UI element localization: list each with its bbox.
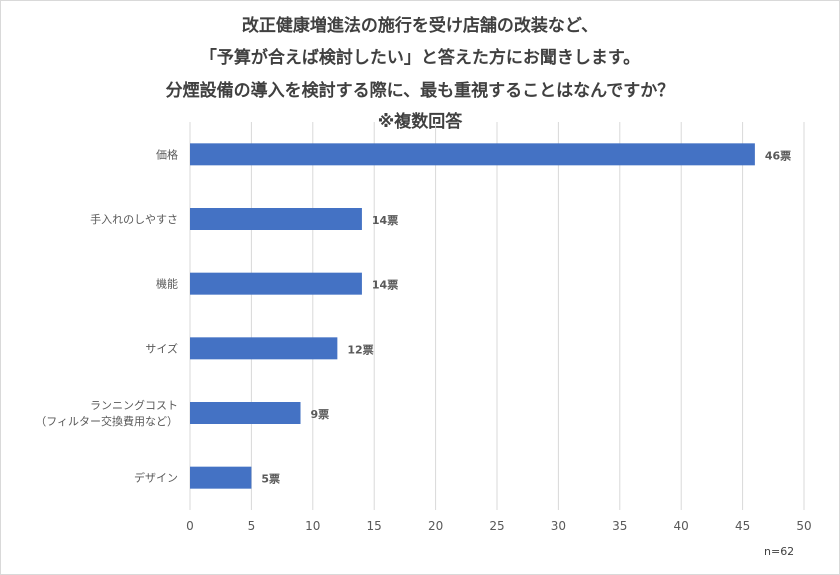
chart-title-line-4: ※複数回答 bbox=[377, 112, 463, 132]
category-label: 手入れのしやすさ bbox=[90, 212, 178, 226]
data-label: 14票 bbox=[372, 214, 398, 227]
data-label: 14票 bbox=[372, 279, 398, 292]
x-tick-label: 10 bbox=[305, 519, 320, 533]
chart-title-line-2: 「予算が合えば検討したい」と答えた方にお聞きします。 bbox=[199, 48, 641, 68]
bar bbox=[190, 337, 338, 360]
bar bbox=[190, 402, 301, 424]
category-label: （フィルター交換費用など） bbox=[35, 414, 178, 428]
x-tick-label: 30 bbox=[551, 519, 566, 533]
category-label: デザイン bbox=[134, 471, 178, 485]
data-label: 46票 bbox=[765, 149, 791, 162]
category-label: サイズ bbox=[145, 341, 178, 355]
bar bbox=[190, 272, 362, 295]
chart-title-line-3: 分煙設備の導入を検討する際に、最も重視することはなんですか？ bbox=[165, 81, 675, 101]
bar bbox=[190, 143, 755, 166]
x-tick-label: 40 bbox=[674, 519, 689, 533]
bar bbox=[190, 466, 252, 489]
data-label: 9票 bbox=[311, 408, 330, 421]
x-tick-label: 45 bbox=[735, 519, 750, 533]
x-tick-label: 5 bbox=[248, 519, 256, 533]
data-label: 5票 bbox=[261, 473, 280, 486]
bar bbox=[190, 208, 362, 230]
x-tick-label: 25 bbox=[489, 519, 504, 533]
x-tick-label: 50 bbox=[796, 519, 811, 533]
chart-title-line-1: 改正健康増進法の施行を受け店舗の改装など、 bbox=[241, 16, 599, 36]
category-label: 価格 bbox=[156, 147, 178, 161]
x-tick-label: 20 bbox=[428, 519, 443, 533]
x-tick-label: 35 bbox=[612, 519, 627, 533]
data-label: 12票 bbox=[347, 343, 373, 356]
x-tick-label: 0 bbox=[186, 519, 194, 533]
category-label: ランニングコスト bbox=[90, 398, 178, 412]
category-label: 機能 bbox=[156, 277, 178, 291]
x-tick-label: 15 bbox=[367, 519, 382, 533]
sample-size-note: n=62 bbox=[764, 545, 795, 558]
